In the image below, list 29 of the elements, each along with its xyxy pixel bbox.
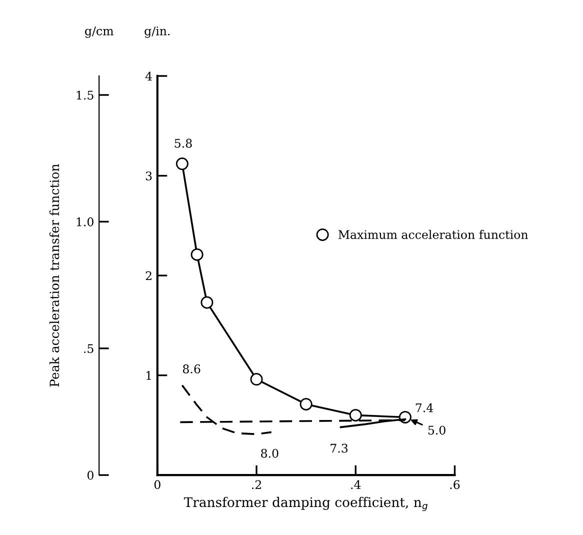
x-tick-label: .2 — [252, 480, 261, 490]
y2-tick-label: 1 — [146, 371, 151, 380]
y-axis-title: Peak acceleration transfer function — [49, 164, 60, 387]
y2-tick-label: 2 — [146, 271, 152, 280]
annotation: 5.8 — [174, 138, 192, 148]
x-tick-label: .4 — [351, 480, 361, 490]
point — [349, 408, 362, 422]
y-tick-label: 1.5 — [76, 90, 94, 100]
annotation: 7.4 — [416, 403, 434, 412]
x-axis-title: Transformer damping coefficient, n$_{g}$ — [184, 496, 428, 512]
legend-label: Maximum acceleration function — [338, 230, 528, 240]
point — [300, 398, 312, 410]
point — [250, 373, 263, 386]
y2-tick-label: 3 — [146, 171, 152, 180]
y-tick-label: 1.0 — [76, 217, 94, 226]
point — [176, 158, 188, 170]
y-tick-label: .5 — [84, 344, 94, 354]
point — [200, 296, 214, 309]
point — [190, 248, 204, 261]
text: g/cm — [85, 26, 114, 38]
y2-axis-title: g/in. — [144, 26, 170, 38]
annotation: 7.3 — [330, 444, 348, 453]
y2-tick-label: 4 — [145, 72, 152, 80]
annotation: 5.0 — [428, 426, 446, 435]
annotation: 8.6 — [182, 364, 200, 374]
annotation: 8.0 — [261, 448, 278, 458]
x-tick-label: 0 — [154, 480, 160, 490]
y-tick-label: 0 — [87, 470, 94, 480]
x-tick-label: .6 — [450, 480, 460, 490]
